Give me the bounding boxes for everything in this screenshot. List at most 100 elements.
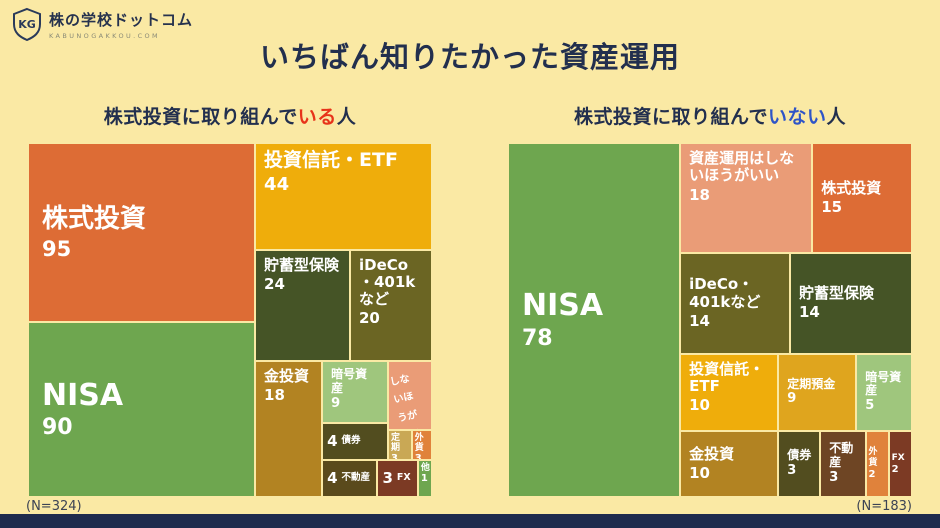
cell-label: 債券 — [341, 435, 361, 447]
page-title: いちばん知りたかった資産運用 — [259, 40, 680, 74]
cell-label: 株式投資 — [821, 178, 882, 197]
cell-label: 暗号資産 — [331, 367, 368, 395]
right-subtitle-highlight: いない — [768, 106, 827, 128]
cell-value: 1 — [420, 473, 428, 485]
cell-value: 14 — [689, 311, 710, 330]
cell-value: 10 — [689, 396, 710, 415]
cell-label: 外貨 — [414, 432, 424, 454]
brand-domain: KABUNOGAKKOU.COM — [49, 31, 161, 40]
cell-label: 定期預金 — [787, 376, 836, 391]
cell-better-not-invest: 資産運用はしないほうがいい 18 — [680, 143, 813, 253]
brand-shield-icon: KG — [13, 7, 41, 41]
cell-label: NISA — [42, 377, 124, 413]
cell-label: FX — [396, 472, 411, 484]
cell-value: 18 — [264, 386, 285, 405]
cell-value: 10 — [689, 464, 710, 483]
cell-label: 外貨 — [868, 447, 878, 468]
cell-label: iDeCo・401kなど — [358, 255, 416, 309]
cell-label: NISA — [522, 288, 604, 324]
cell-nisa: NISA 90 — [28, 322, 256, 497]
cell-nisa: NISA 78 — [508, 143, 681, 497]
cell-value: 18 — [689, 185, 710, 204]
cell-bonds: 債券 3 — [778, 431, 821, 497]
cell-value: 78 — [522, 325, 553, 351]
cell-better-not-invest: しないほうがいい 6 — [387, 361, 432, 430]
cell-label: 金投資 — [264, 367, 310, 386]
cell-label: 不動産 — [341, 472, 371, 484]
cell-ideco-401k: iDeCo・401kなど 20 — [349, 249, 432, 362]
cell-value: 20 — [358, 309, 380, 328]
right-sample-size: (N=183) — [856, 499, 912, 514]
cell-value: 9 — [331, 395, 341, 411]
cell-fx: 3 FX — [377, 459, 418, 497]
right-subtitle-prefix: 株式投資に取り組んで — [573, 106, 769, 128]
cell-ideco-401k: iDeCo・401kなど 14 — [680, 252, 790, 354]
cell-gold-investment: 金投資 18 — [255, 361, 323, 497]
cell-label: 金投資 — [689, 444, 735, 463]
left-subtitle-highlight: いる — [297, 106, 337, 128]
cell-value: 5 — [865, 398, 875, 414]
cell-savings-insurance: 貯蓄型保険 24 — [255, 249, 350, 362]
cell-gold-investment: 金投資 10 — [680, 431, 779, 497]
cell-label: iDeCo・401kなど — [689, 275, 761, 311]
cell-value: 90 — [42, 415, 73, 441]
brand-name: 株の学校ドットコム — [49, 10, 194, 29]
cell-foreign-currency: 外貨 2 — [865, 431, 889, 497]
cell-label: 暗号資産 — [865, 369, 902, 398]
right-subtitle-suffix: 人 — [826, 106, 847, 128]
left-subtitle-prefix: 株式投資に取り組んで — [103, 106, 298, 128]
cell-value: 4 — [327, 468, 338, 487]
cell-other: 他 1 — [417, 459, 432, 497]
cell-stock-investment: 株式投資 15 — [812, 143, 912, 253]
cell-value: 44 — [264, 173, 290, 195]
cell-value: 3 — [829, 469, 839, 485]
svg-text:KG: KG — [18, 18, 36, 31]
cell-value: 9 — [787, 391, 797, 407]
cell-label: 不動産 — [829, 441, 854, 470]
cell-label: 資産運用はしないほうがいい — [689, 149, 795, 185]
cell-value: 2 — [891, 463, 899, 475]
cell-value: 4 — [327, 431, 338, 450]
cell-value: 2 — [868, 469, 876, 481]
cell-savings-insurance: 貯蓄型保険 14 — [789, 252, 912, 354]
cell-value: 15 — [821, 197, 843, 216]
cell-label: FX — [891, 452, 905, 463]
footer-bar — [0, 514, 940, 528]
cell-label: 定期 — [390, 432, 400, 454]
cell-value: 14 — [798, 303, 820, 322]
left-subtitle-suffix: 人 — [336, 106, 357, 128]
cell-stock-investment: 株式投資 95 — [28, 143, 256, 323]
cell-value: 3 — [787, 462, 797, 478]
cell-label: 他 — [420, 462, 430, 473]
cell-label: 貯蓄型保険 — [798, 283, 874, 302]
left-sample-size: (N=324) — [26, 499, 82, 514]
cell-label: 投資信託・ETF — [689, 359, 765, 395]
cell-label: しないほうがいい — [388, 373, 422, 428]
cell-real-estate: 4 不動産 — [322, 459, 378, 497]
cell-crypto-assets: 暗号資産 9 — [322, 361, 388, 423]
brand-text: 株の学校ドットコム KABUNOGAKKOU.COM — [49, 9, 193, 40]
cell-value: 24 — [264, 274, 285, 293]
treemap-not-engaged: NISA 78 資産運用はしないほうがいい 18 株式投資 15 iDeCo・4… — [508, 143, 912, 497]
cell-real-estate: 不動産 3 — [820, 431, 866, 497]
cell-time-deposit: 定期 3 — [387, 429, 412, 460]
cell-bonds: 4 債券 — [322, 422, 388, 460]
cell-investment-trust-etf: 投資信託・ETF 10 — [680, 353, 779, 432]
cell-foreign-currency: 外貨 3 — [411, 429, 432, 460]
cell-time-deposit: 定期預金 9 — [778, 353, 857, 432]
cell-label: 債券 — [787, 448, 812, 463]
cell-label: 株式投資 — [42, 203, 147, 234]
cell-value: 3 — [382, 468, 393, 487]
brand: KG 株の学校ドットコム KABUNOGAKKOU.COM — [12, 7, 193, 41]
treemap-engaged: 株式投資 95 NISA 90 投資信託・ETF 44 貯蓄型保険 24 iDe… — [28, 143, 432, 497]
cell-crypto-assets: 暗号資産 5 — [856, 353, 912, 432]
cell-fx: FX 2 — [888, 431, 912, 497]
left-subtitle: 株式投資に取り組んでいる人 — [28, 102, 432, 129]
right-subtitle: 株式投資に取り組んでいない人 — [508, 102, 912, 129]
cell-value: 95 — [42, 236, 72, 261]
cell-label: 貯蓄型保険 — [264, 255, 340, 274]
cell-investment-trust-etf: 投資信託・ETF 44 — [255, 143, 432, 250]
cell-value: 3 — [390, 453, 398, 460]
cell-label: 投資信託・ETF — [264, 149, 398, 171]
